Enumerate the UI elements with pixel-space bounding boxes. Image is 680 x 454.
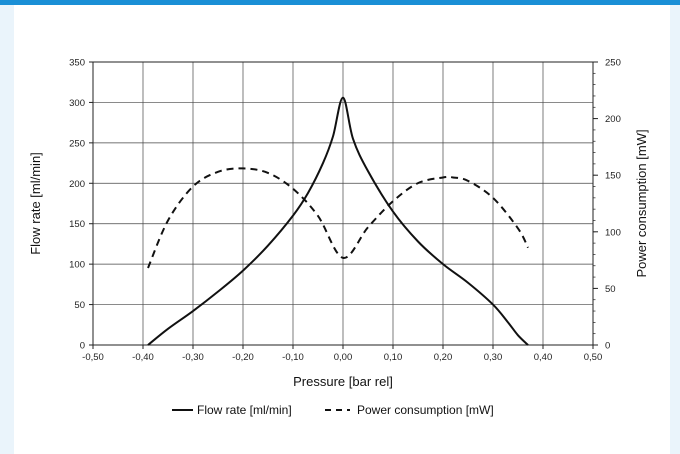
series-line-power-consumption <box>147 167 529 269</box>
x-tick-label: -0,10 <box>282 352 304 363</box>
x-tick-label: 0,40 <box>534 352 553 363</box>
y2-tick-label: 150 <box>605 171 621 182</box>
series-line-flow-rate <box>147 96 529 346</box>
y2-tick-label: 0 <box>605 341 610 352</box>
x-tick-label: -0,20 <box>232 352 254 363</box>
legend-label-power-consumption: Power consumption [mW] <box>357 403 494 417</box>
y2-axis-label: Power consumption [mW] <box>634 129 649 277</box>
y2-axis-ticks: 0 50 100 150 200 250 <box>593 58 621 352</box>
y-tick-label: 350 <box>69 58 85 69</box>
y2-tick-label: 200 <box>605 114 621 125</box>
x-tick-label: 0,30 <box>484 352 503 363</box>
y-axis-ticks: 0 50 100 150 200 250 300 350 <box>69 58 93 352</box>
y-tick-label: 50 <box>74 300 85 311</box>
y-tick-label: 150 <box>69 219 85 230</box>
y-tick-label: 100 <box>69 260 85 271</box>
x-tick-label: -0,40 <box>132 352 154 363</box>
x-tick-label: -0,30 <box>182 352 204 363</box>
x-axis-ticks: -0,50 -0,40 -0,30 -0,20 -0,10 0,00 0,10 0,20 0,3… <box>82 345 602 363</box>
y-axis-label: Flow rate [ml/min] <box>28 152 43 255</box>
x-tick-label: -0,50 <box>82 352 104 363</box>
series-group <box>147 96 529 346</box>
y-tick-label: 200 <box>69 179 85 190</box>
y-tick-label: 300 <box>69 98 85 109</box>
x-tick-label: 0,10 <box>384 352 403 363</box>
x-tick-label: 0,00 <box>334 352 353 363</box>
y-tick-label: 0 <box>80 341 85 352</box>
y2-tick-label: 50 <box>605 284 616 295</box>
right-border-strip <box>670 5 680 454</box>
legend-label-flow-rate: Flow rate [ml/min] <box>197 403 292 417</box>
y2-tick-label: 250 <box>605 58 621 69</box>
left-border-strip <box>0 5 14 454</box>
y-tick-label: 250 <box>69 138 85 149</box>
y2-tick-label: 100 <box>605 227 621 238</box>
x-axis-label: Pressure [bar rel] <box>293 374 393 389</box>
grid <box>93 62 593 345</box>
x-tick-label: 0,20 <box>434 352 453 363</box>
x-tick-label: 0,50 <box>584 352 603 363</box>
legend: Flow rate [ml/min] Power consumption [mW… <box>172 403 494 417</box>
